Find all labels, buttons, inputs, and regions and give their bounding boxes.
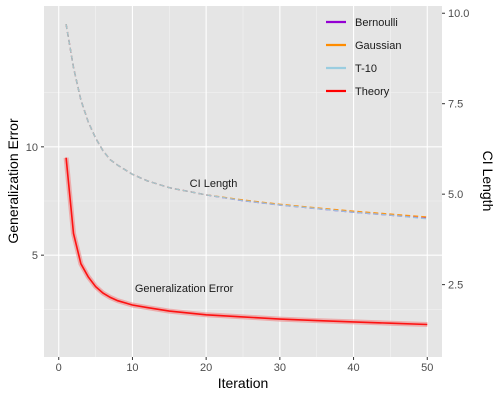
x-tick-label: 0 [56, 362, 62, 374]
minor-gridlines [44, 6, 442, 357]
annotation-ci-length: CI Length [190, 178, 238, 190]
y-left-tick-label: 5 [32, 250, 38, 262]
x-tick-label: 20 [200, 362, 212, 374]
x-tick-label: 10 [126, 362, 138, 374]
series-line-t-10 [65, 23, 428, 220]
x-tick-label: 30 [274, 362, 286, 374]
y-axis-right-title: CI Length [480, 151, 496, 212]
series-layer [63, 23, 428, 327]
x-axis-title: Iteration [218, 375, 269, 391]
x-tick-label: 50 [421, 362, 433, 374]
legend-label-gaussian: Gaussian [355, 40, 401, 52]
y-right-tick-label: 2.5 [448, 280, 463, 292]
y-right-tick-label: 7.5 [448, 99, 463, 111]
y-right-tick-label: 5.0 [448, 189, 463, 201]
legend-label-bernoulli: Bernoulli [355, 17, 398, 29]
y-left-tick-label: 10 [26, 142, 38, 154]
axis-ticks [41, 12, 445, 360]
y-axis-left-title: Generalization Error [5, 118, 21, 244]
legend-label-t-10: T-10 [355, 63, 377, 75]
major-gridlines [44, 6, 442, 357]
y-right-tick-label: 10.0 [448, 8, 469, 20]
legend-label-theory: Theory [355, 86, 390, 98]
legend: Bernoulli Gaussian T-10 Theory [326, 17, 401, 98]
tick-labels: 0 10 20 30 40 50 5 10 2.5 5.0 7.5 10.0 [26, 8, 470, 374]
series-line-theory [65, 157, 428, 326]
x-tick-label: 40 [347, 362, 359, 374]
annotation-generalization-error: Generalization Error [135, 283, 234, 295]
